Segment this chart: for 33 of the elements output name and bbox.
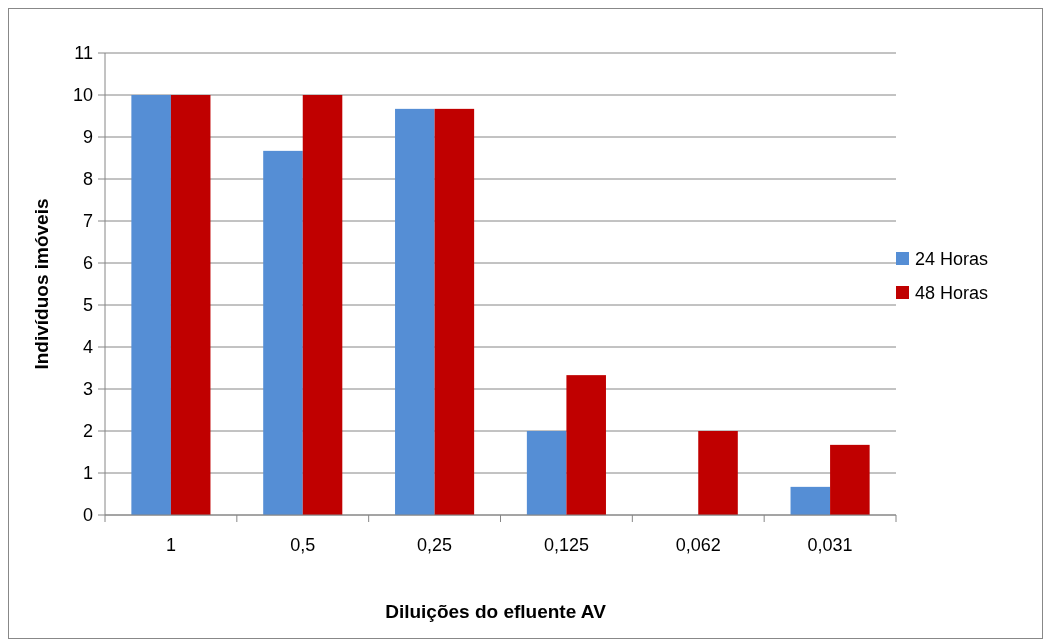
legend-label: 24 Horas <box>915 249 989 270</box>
x-tick-label: 0,125 <box>543 535 589 555</box>
y-tick-label: 11 <box>74 43 93 64</box>
x-axis-title: Diluições do efluente AV <box>385 601 607 622</box>
bar <box>790 486 831 515</box>
y-tick-label: 9 <box>82 127 93 148</box>
bar <box>566 375 606 515</box>
y-tick-label: 10 <box>72 85 93 106</box>
bar <box>526 431 567 515</box>
y-tick-label: 8 <box>82 169 93 190</box>
y-tick-label: 0 <box>82 505 93 526</box>
x-tick-label: 0,062 <box>675 535 721 555</box>
y-tick-label: 3 <box>82 379 93 400</box>
bar <box>170 95 211 515</box>
bar <box>131 95 171 515</box>
legend-label: 48 Horas <box>915 283 989 304</box>
bar <box>434 108 475 515</box>
x-tick-label: 0,25 <box>417 535 453 555</box>
bar <box>395 108 435 515</box>
x-tick-label: 0,031 <box>807 535 853 555</box>
bar <box>698 431 738 515</box>
y-tick-label: 1 <box>82 463 93 484</box>
y-tick-label: 4 <box>82 337 93 358</box>
y-axis-title: Indivíduos imóveis <box>31 198 52 370</box>
x-tick-label: 1 <box>165 535 176 555</box>
x-tick-label: 0,5 <box>290 535 316 555</box>
bar <box>830 444 870 515</box>
y-tick-label: 7 <box>82 211 93 232</box>
bar <box>263 150 303 515</box>
y-tick-label: 2 <box>82 421 93 442</box>
bar <box>302 95 343 515</box>
y-tick-label: 6 <box>82 253 93 274</box>
y-tick-label: 5 <box>82 295 93 316</box>
